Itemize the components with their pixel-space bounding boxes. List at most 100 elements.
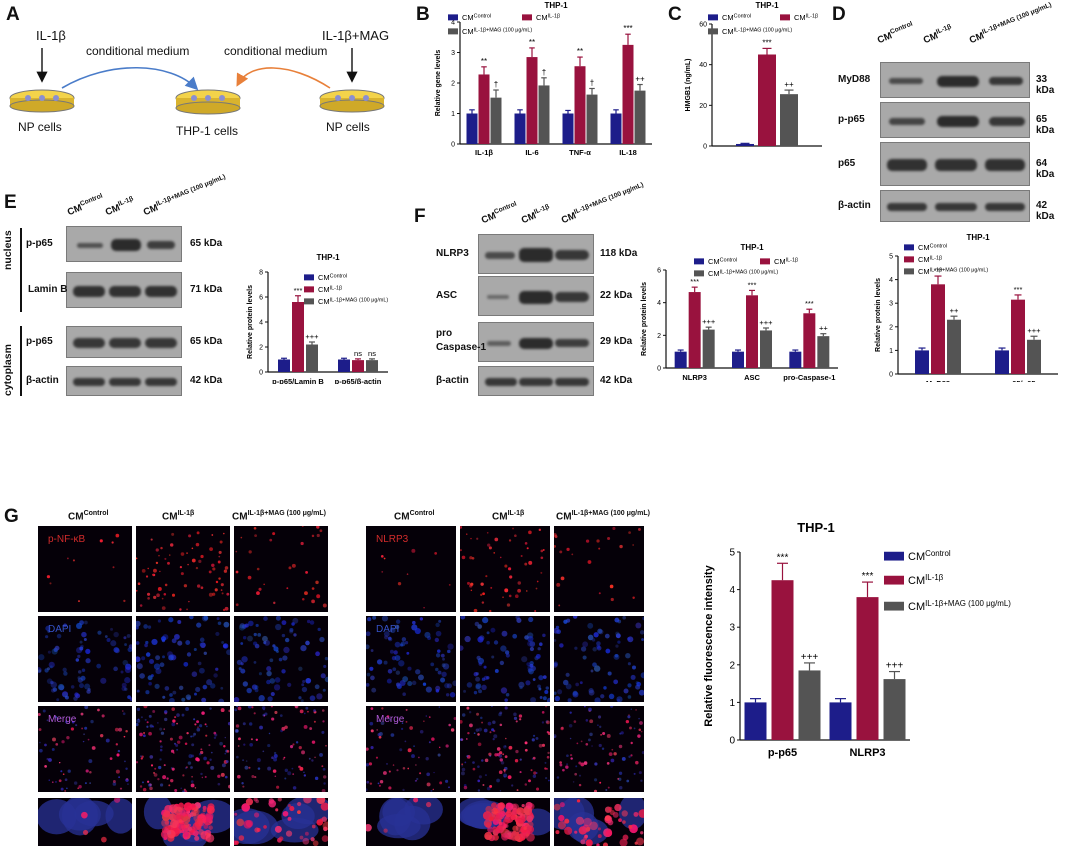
chart-G-ytick-label: 2 [729, 660, 735, 671]
blot-band [147, 241, 175, 249]
bar [1027, 339, 1041, 374]
chart-C-ytick-label: 0 [703, 143, 707, 150]
panel-letter-e: E [4, 192, 17, 213]
chart-D-title: THP-1 [966, 233, 990, 242]
chart-D-ylabel: Relative protein levels [875, 278, 882, 352]
chart-g: THP-1 Relative fluorescence intensity 0 1 2 3… [703, 520, 1011, 759]
blot-band [989, 116, 1025, 126]
chart-G-ytick-label: 1 [729, 698, 735, 709]
blot-band [889, 117, 925, 125]
blot-band [519, 337, 553, 349]
channel-label: p-NF-κB [48, 534, 86, 545]
blot-band [109, 378, 141, 386]
blot-d-row [880, 62, 1030, 98]
significance-mark: *** [748, 280, 757, 289]
chart-d: THP-1 Relative protein levels 0 1 2 3 4 5 *** ++ M… [875, 233, 1058, 382]
legend-swatch [448, 14, 458, 21]
significance-mark: *** [623, 24, 632, 33]
blot-column-label: CMControl [65, 192, 104, 219]
chart-D-ytick-label: 0 [889, 371, 893, 378]
blot-d-label: p65 [838, 158, 856, 169]
blot-f-kda: 29 kDa [600, 336, 633, 347]
category-label: IL-18 [619, 148, 637, 157]
blot-band [73, 338, 105, 348]
legend-label: CMIL-1β [318, 285, 342, 294]
dish-left-label: NP cells [18, 120, 62, 134]
category-label: IL-1β [475, 148, 493, 157]
legend-swatch [694, 270, 704, 277]
significance-mark: ** [481, 57, 487, 66]
blot-column-label: CMIL-1β [103, 195, 135, 219]
blot-band [485, 378, 517, 386]
bar [803, 313, 816, 368]
blot-d-row [880, 190, 1030, 222]
legend-swatch [780, 14, 790, 21]
blot-band [111, 239, 141, 251]
legend-label: CMIL-1β+MAG (100 μg/mL) [708, 269, 778, 278]
significance-mark: ++ [819, 324, 828, 333]
blot-e-kda: 71 kDa [190, 284, 223, 295]
panel-letter-g: G [4, 506, 19, 527]
micrograph-right: Merge [366, 706, 456, 792]
panel-a-arrow-left-label: conditional medium [86, 44, 190, 58]
significance-mark: ns [354, 349, 362, 358]
significance-mark: *** [1014, 285, 1023, 294]
chart-F-ytick-label: 6 [657, 267, 661, 274]
bar [478, 74, 490, 144]
cytoplasm-bracket [20, 326, 22, 396]
micrograph-left: Merge [38, 706, 132, 792]
legend-swatch [760, 258, 770, 265]
category-label: p-p65/Lamin B [272, 377, 324, 384]
micrograph-zoom-right [460, 798, 550, 846]
bar [610, 113, 622, 144]
significance-mark: ** [529, 38, 535, 47]
chart-C-ytick-label: 40 [699, 62, 707, 69]
blot-e-row [66, 272, 182, 308]
blot-d-kda: 42 kDa [1036, 200, 1055, 222]
chart-D-ytick-label: 5 [889, 253, 893, 260]
micrograph-right: DAPI [366, 616, 456, 702]
blot-d-kda: 65 kDa [1036, 114, 1055, 136]
significance-mark: *** [690, 277, 699, 286]
legend-label: CMIL-1β [774, 257, 798, 266]
significance-mark: *** [777, 552, 789, 563]
significance-mark: +++ [886, 661, 904, 672]
significance-mark: † [542, 68, 546, 77]
micrograph-right [460, 526, 550, 612]
bar [736, 143, 754, 146]
bar [574, 66, 586, 144]
blot-band [519, 290, 553, 304]
significance-mark: *** [805, 299, 814, 308]
blot-band [487, 340, 511, 346]
bar [538, 85, 550, 144]
panel-a-right-title: IL-1β+MAG [322, 28, 390, 43]
blot-band [109, 285, 141, 297]
significance-mark: *** [762, 38, 771, 47]
panel-a-left-title: IL-1β [36, 28, 66, 43]
chart-E-ytick-label: 4 [259, 319, 263, 326]
chart-F-title: THP-1 [740, 243, 764, 252]
significance-mark: ns [368, 349, 376, 358]
legend-swatch [884, 601, 904, 611]
chart-F-ytick-label: 0 [657, 365, 661, 372]
chart-B-ylabel: Relative gene levels [435, 50, 442, 117]
blot-column-label: CMIL-1β [519, 203, 551, 227]
blot-d-row [880, 102, 1030, 138]
legend-label: CMIL-1β+MAG (100 μg/mL) [908, 599, 1011, 613]
blot-f-kda: 118 kDa [600, 248, 638, 259]
blot-e-kda: 65 kDa [190, 238, 223, 249]
blot-d-kda: 64 kDa [1036, 158, 1055, 180]
blot-f-label: NLRP3 [436, 248, 469, 259]
blot-band [937, 115, 979, 127]
chart-b: THP-1 Relative gene levels 0 1 2 3 4 ** † IL-1β **… [435, 1, 652, 157]
chart-E-ylabel: Relative protein levels [247, 285, 254, 359]
legend-swatch [884, 551, 904, 561]
category-label: NLRP3 [849, 747, 885, 759]
chart-C-ylabel: HMGB1 (ng/mL) [685, 59, 692, 112]
channel-label: Merge [48, 714, 77, 725]
blot-f-label: β-actin [436, 375, 469, 386]
micrograph-zoom-left [136, 798, 230, 846]
blot-column-label: CMControl [875, 20, 914, 47]
micrograph-zoom-left [38, 798, 132, 846]
channel-label: NLRP3 [376, 534, 409, 545]
